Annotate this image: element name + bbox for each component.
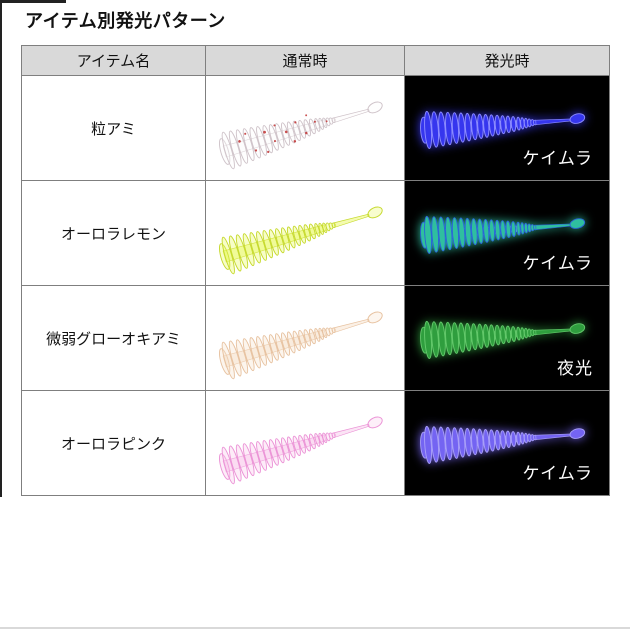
lure-photo-normal bbox=[206, 76, 405, 181]
item-name: オーロラレモン bbox=[22, 181, 206, 286]
glow-pattern-table: アイテム名 通常時 発光時 粒アミ ケイムラ オーロラレモン ケイムラ 微弱グロ… bbox=[21, 45, 610, 496]
item-name: 粒アミ bbox=[22, 76, 206, 181]
glow-type-label: ケイムラ bbox=[522, 149, 593, 168]
lure-photo-glow: ケイムラ bbox=[405, 76, 610, 181]
lure-image-normal bbox=[210, 291, 400, 386]
item-name: オーロラピンク bbox=[22, 391, 206, 496]
lure-image-glow bbox=[413, 78, 599, 171]
lure-image-normal bbox=[210, 396, 400, 491]
lure-photo-glow: ケイムラ bbox=[405, 391, 610, 496]
lure-photo-normal bbox=[206, 391, 405, 496]
lure-photo-normal bbox=[206, 181, 405, 286]
header-glow-state: 発光時 bbox=[405, 46, 610, 76]
lure-photo-glow: ケイムラ bbox=[405, 181, 610, 286]
lure-image-glow bbox=[413, 393, 599, 486]
glow-type-label: ケイムラ bbox=[522, 464, 593, 483]
glow-type-label: ケイムラ bbox=[522, 254, 593, 273]
screenshot-bottom-edge bbox=[0, 627, 630, 629]
glow-type-label: 夜光 bbox=[557, 359, 593, 378]
screenshot-top-corner-edge bbox=[0, 0, 66, 3]
header-normal-state: 通常時 bbox=[206, 46, 405, 76]
lure-photo-normal bbox=[206, 286, 405, 391]
lure-image-normal bbox=[210, 81, 400, 176]
screenshot-left-edge bbox=[0, 0, 2, 497]
lure-photo-glow: 夜光 bbox=[405, 286, 610, 391]
page-title: アイテム別発光パターン bbox=[25, 11, 226, 31]
lure-image-normal bbox=[210, 186, 400, 281]
lure-image-glow bbox=[413, 288, 599, 381]
item-name: 微弱グローオキアミ bbox=[22, 286, 206, 391]
lure-image-glow bbox=[413, 183, 599, 276]
header-item-name: アイテム名 bbox=[22, 46, 206, 76]
